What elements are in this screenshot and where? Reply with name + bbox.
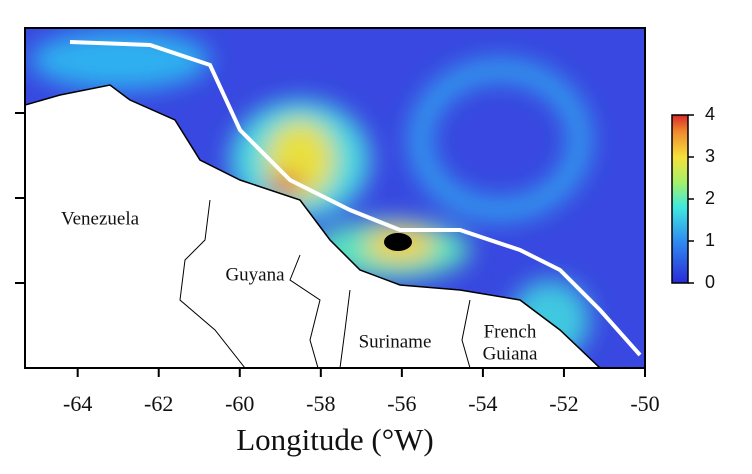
place-label: Guiana	[483, 343, 538, 364]
x-tick-label: -50	[630, 391, 659, 416]
place-label: French	[484, 321, 537, 342]
x-tick-label: -52	[549, 391, 578, 416]
colorbar-tick-label: 3	[705, 146, 715, 166]
x-tick-label: -60	[225, 391, 254, 416]
place-label: Venezuela	[61, 208, 140, 229]
colorbar-tick-label: 1	[705, 230, 715, 250]
place-label: Suriname	[359, 331, 432, 352]
x-tick-label: -62	[144, 391, 173, 416]
x-tick-label: -64	[63, 391, 92, 416]
colorbar-tick-label: 0	[705, 272, 715, 292]
heatmap	[25, 28, 645, 368]
x-tick-label: -54	[468, 391, 497, 416]
colorbar-tick-label: 4	[705, 104, 715, 124]
y-ticks	[15, 112, 25, 284]
x-axis-label: Longitude (°W)	[236, 422, 433, 457]
x-tick-label: -56	[387, 391, 416, 416]
colorbar	[671, 114, 689, 284]
x-tick-label: -58	[306, 391, 335, 416]
place-label: Guyana	[225, 264, 285, 285]
colorbar-tick-label: 2	[705, 188, 715, 208]
